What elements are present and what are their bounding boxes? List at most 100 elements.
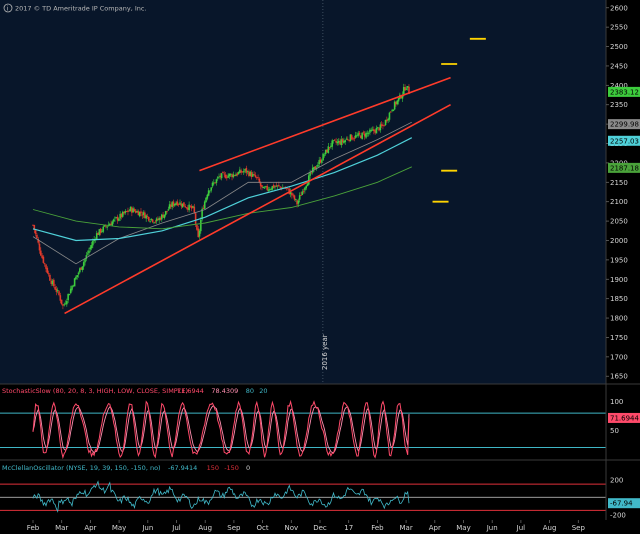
x-tick-label: 17 bbox=[344, 524, 353, 532]
y-tick-label: 2000 bbox=[610, 237, 628, 245]
candle-body bbox=[314, 166, 317, 169]
candle-body bbox=[296, 200, 298, 205]
mcclellan-badge bbox=[608, 498, 640, 509]
candle-body bbox=[92, 240, 94, 246]
candle-body bbox=[222, 172, 224, 174]
channel-upper-line[interactable] bbox=[199, 76, 451, 172]
candle-body bbox=[154, 221, 157, 223]
candle-body bbox=[369, 129, 371, 133]
candle-body bbox=[400, 95, 402, 99]
candle-body bbox=[175, 202, 177, 205]
candle-body bbox=[142, 212, 145, 215]
candle-body bbox=[114, 217, 116, 219]
stochastic-header-value: 20 bbox=[259, 387, 267, 395]
candle-body bbox=[95, 233, 98, 240]
stochastic-d-line bbox=[32, 405, 410, 454]
candle-body bbox=[184, 206, 187, 208]
candle-body bbox=[101, 230, 103, 232]
circle-i-icon bbox=[3, 3, 13, 13]
candle-body bbox=[120, 213, 123, 218]
candle-body bbox=[267, 189, 270, 191]
channel-lower-line[interactable] bbox=[64, 104, 451, 315]
candle-body bbox=[60, 299, 63, 305]
candle-body bbox=[66, 301, 68, 305]
candle-body bbox=[344, 140, 347, 143]
candle-body bbox=[206, 194, 209, 199]
candle-body bbox=[300, 195, 302, 196]
candle-body bbox=[53, 279, 55, 287]
mcclellan-header-value: 0 bbox=[246, 464, 250, 472]
candle-body bbox=[347, 139, 349, 141]
candle-body bbox=[146, 216, 149, 217]
candle-body bbox=[360, 135, 362, 139]
candle-body bbox=[226, 177, 228, 179]
stochastic-panel bbox=[0, 384, 606, 459]
candle-body bbox=[258, 178, 261, 183]
candle-body bbox=[81, 266, 84, 271]
candle-body bbox=[162, 214, 164, 218]
candle-body bbox=[327, 146, 330, 154]
x-tick-label: Feb bbox=[27, 524, 40, 532]
candle-body bbox=[111, 221, 114, 226]
candle-body bbox=[378, 127, 380, 131]
mcclellan-study-name[interactable]: McClellanOscillator (NYSE, 19, 39, 150, … bbox=[2, 464, 161, 472]
candle-body bbox=[301, 191, 304, 195]
candle-body bbox=[291, 192, 293, 196]
x-tick-label: Mar bbox=[399, 524, 412, 532]
candle-body bbox=[49, 274, 51, 281]
candle-body bbox=[284, 188, 287, 189]
candle-body bbox=[89, 247, 92, 250]
y-tick-label: 1850 bbox=[610, 295, 628, 303]
candle-body bbox=[176, 201, 179, 206]
candle-body bbox=[304, 187, 306, 191]
candle-body bbox=[337, 140, 340, 143]
candle-body bbox=[315, 167, 318, 169]
mcclellan-header-value: 150 bbox=[207, 464, 219, 472]
stochastic-study-name[interactable]: StochasticSlow (80, 20, 8, 3, HIGH, LOW,… bbox=[2, 387, 188, 395]
candle-body bbox=[56, 290, 59, 292]
candle-body bbox=[80, 267, 82, 270]
moving-average-line bbox=[32, 137, 413, 242]
candle-body bbox=[215, 179, 218, 183]
candle-body bbox=[393, 101, 396, 110]
candle-body bbox=[227, 175, 229, 178]
candle-body bbox=[150, 218, 153, 220]
x-tick-label: Jun bbox=[141, 524, 153, 532]
candle-body bbox=[55, 288, 58, 292]
mcclellan-tick-label: -200 bbox=[610, 511, 626, 519]
candle-body bbox=[129, 207, 132, 212]
info-glyph: i bbox=[7, 5, 9, 13]
candle-body bbox=[51, 280, 54, 285]
candle-body bbox=[172, 201, 175, 206]
candle-body bbox=[174, 203, 176, 206]
candle-body bbox=[379, 124, 382, 131]
candle-body bbox=[64, 303, 67, 305]
candle-body bbox=[205, 197, 207, 203]
candle-body bbox=[294, 199, 297, 200]
candle-body bbox=[272, 184, 275, 188]
candle-body bbox=[322, 153, 324, 161]
candle-body bbox=[241, 171, 244, 173]
candle-body bbox=[115, 217, 118, 219]
candle-body bbox=[233, 175, 236, 176]
price-badge bbox=[608, 135, 640, 146]
candle-body bbox=[343, 140, 345, 144]
candle-body bbox=[396, 100, 399, 105]
candle-body bbox=[144, 212, 146, 219]
stochastic-k-line bbox=[32, 399, 410, 460]
candle-body bbox=[76, 275, 79, 278]
candle-body bbox=[310, 171, 313, 173]
candle-body bbox=[42, 256, 45, 263]
candle-body bbox=[197, 228, 200, 238]
candle-body bbox=[361, 132, 363, 140]
candle-body bbox=[98, 229, 101, 235]
candle-body bbox=[40, 250, 42, 256]
candle-body bbox=[177, 204, 180, 205]
candle-body bbox=[194, 213, 197, 224]
candle-body bbox=[116, 216, 119, 221]
mcclellan-tick-label: 200 bbox=[610, 476, 623, 484]
candle-body bbox=[298, 195, 301, 200]
candle-body bbox=[287, 188, 289, 189]
price-badge bbox=[608, 86, 640, 97]
candle-body bbox=[145, 215, 147, 219]
